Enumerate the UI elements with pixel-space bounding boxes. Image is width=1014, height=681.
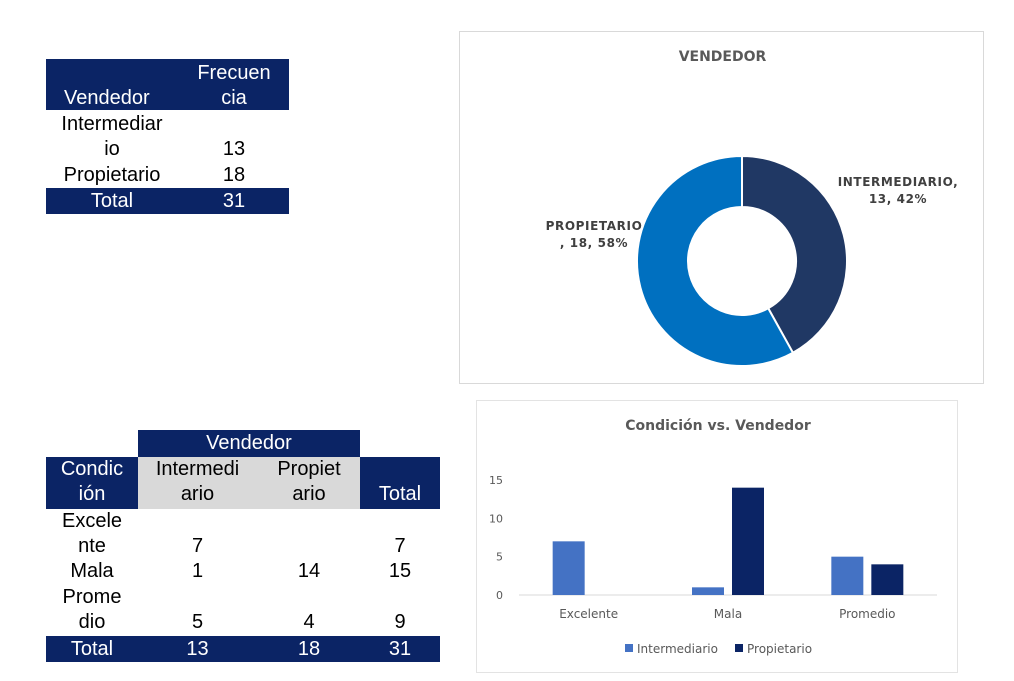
table2-header-vendedor-bar bbox=[138, 457, 360, 509]
table1-header-frecuencia: Frecuen cia bbox=[197, 62, 271, 109]
table2-cell-total: 15 bbox=[388, 560, 412, 582]
table2-total-label: Total bbox=[70, 638, 114, 660]
donut-chart: INTERMEDIARIO, 13, 42% PROPIETARIO, 18, 58… bbox=[546, 154, 959, 367]
donut-chart-title: VENDEDOR bbox=[678, 49, 767, 65]
table2-total-propietario: 18 bbox=[297, 638, 321, 660]
x-tick-label: Promedio bbox=[839, 607, 895, 621]
table2-total-total: 31 bbox=[388, 638, 412, 660]
table2-cell-total: 9 bbox=[394, 611, 406, 633]
table2-cell-intermediario: 7 bbox=[191, 535, 204, 557]
table2-row-label: Excele nte bbox=[61, 510, 123, 557]
donut-chart-panel: VENDEDOR INTERMEDIARIO, 13, 42% PROPIETARI… bbox=[459, 31, 984, 384]
y-tick-label: 5 bbox=[496, 551, 503, 564]
table1-total-label: Total bbox=[90, 190, 134, 212]
legend-label: Propietario bbox=[747, 642, 812, 656]
legend-swatch bbox=[625, 644, 633, 652]
table2-header-condicion-bar bbox=[46, 457, 138, 509]
table1-total-value: 31 bbox=[222, 190, 246, 212]
table1-total-bar bbox=[46, 188, 289, 214]
table2-total-bar bbox=[46, 636, 440, 662]
table1-row-label: Intermediar io bbox=[61, 113, 163, 160]
table1-row-label: Propietario bbox=[63, 164, 161, 186]
table2-header-propietario: Propiet ario bbox=[277, 458, 341, 505]
y-tick-label: 10 bbox=[489, 512, 503, 525]
table2-cell-propietario: 14 bbox=[297, 560, 321, 582]
x-tick-label: Mala bbox=[714, 607, 742, 621]
table2-cell-total: 7 bbox=[394, 535, 406, 557]
bar-propietario-mala bbox=[732, 487, 764, 595]
donut-data-label: PROPIETARIO, 18, 58% bbox=[546, 219, 643, 250]
table2-total-intermediario: 13 bbox=[186, 638, 209, 660]
table1-header-bar bbox=[46, 59, 289, 110]
table1-row-value: 13 bbox=[222, 138, 246, 160]
table2-header-intermediario: Intermedi ario bbox=[155, 458, 240, 505]
table2-cell-intermediario: 1 bbox=[191, 560, 204, 582]
bar-chart-panel: Condición vs. Vendedor 0 5 10 15 Excelente Ma… bbox=[476, 400, 958, 673]
table2-row-label: Mala bbox=[70, 560, 114, 582]
legend-label: Intermediario bbox=[637, 642, 718, 656]
table2-header-condicion: Condic ión bbox=[60, 458, 124, 505]
table1-row-value: 18 bbox=[222, 164, 246, 186]
donut-slice-propietario bbox=[636, 154, 795, 367]
table1-header-vendedor: Vendedor bbox=[64, 87, 150, 109]
bar-intermediario-excelente bbox=[552, 541, 585, 595]
bar-chart: 0 5 10 15 Excelente Mala Promedio Intermediario… bbox=[489, 474, 937, 656]
donut-data-label: INTERMEDIARIO, 13, 42% bbox=[838, 175, 959, 206]
bar-chart-title: Condición vs. Vendedor bbox=[625, 418, 811, 434]
bar-propietario-promedio bbox=[871, 564, 904, 595]
table2-cell-intermediario: 5 bbox=[191, 611, 204, 633]
table2-row-label: Prome dio bbox=[62, 586, 122, 633]
table2-header-total-bar bbox=[360, 457, 440, 509]
bar-intermediario-mala bbox=[692, 587, 724, 595]
y-tick-label: 15 bbox=[489, 474, 503, 487]
legend-swatch bbox=[735, 644, 743, 652]
table2-group-header: Vendedor bbox=[206, 432, 292, 454]
table2-cell-propietario: 4 bbox=[303, 611, 315, 633]
table2-header-total: Total bbox=[378, 483, 422, 505]
donut-slice-intermediario bbox=[741, 154, 848, 355]
x-tick-label: Excelente bbox=[559, 607, 618, 621]
y-tick-label: 0 bbox=[496, 589, 503, 602]
table2-group-header-bar bbox=[138, 430, 360, 457]
bar-intermediario-promedio bbox=[831, 556, 864, 595]
